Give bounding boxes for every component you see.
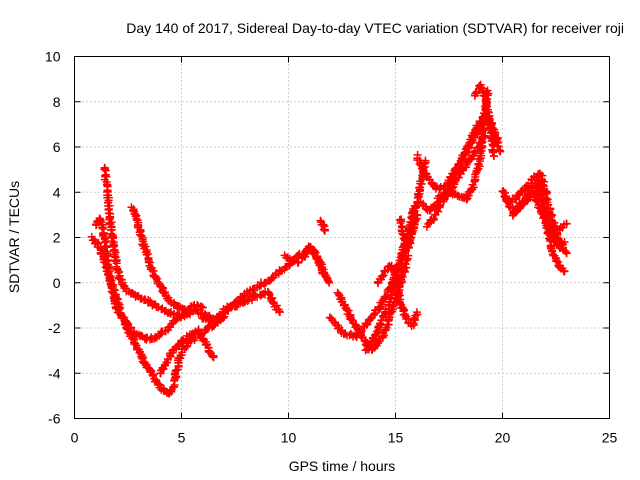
data-point [137,231,146,240]
grid [74,56,610,419]
y-axis-label: SDTVAR / TECUs [6,181,22,293]
data-point [381,325,390,334]
data-point [381,292,390,301]
data-point [320,226,329,235]
y-tick-label: -4 [48,365,61,381]
data-point [494,138,503,147]
y-tick-label: 0 [53,275,61,291]
series-track-8 [280,242,327,278]
series-track-5 [156,325,218,378]
data-point [354,325,363,334]
data-point [151,273,160,282]
data-point [560,238,569,247]
data-point [398,229,407,238]
data-point [319,225,328,234]
data-point [123,318,132,327]
y-tick-label: 8 [53,94,61,110]
data-point [120,313,129,322]
x-tick-label: 25 [602,430,618,446]
data-point [107,287,116,296]
chart-title: Day 140 of 2017, Sidereal Day-to-day VTE… [126,20,624,36]
data-point [318,269,327,278]
data-point [197,302,206,311]
data-point [96,216,105,225]
data-point [532,196,541,205]
data-point [344,306,353,315]
data-point [562,219,571,228]
data-point [488,147,497,156]
data-point [546,226,555,235]
series-track-13 [373,261,422,331]
data-point [209,353,218,362]
data-point [405,243,414,252]
data-point [378,272,387,281]
data-marks [87,80,571,398]
data-point [363,320,372,329]
data-point [402,263,411,272]
data-point [486,120,495,129]
x-tick-label: 0 [71,430,79,446]
data-point [453,191,462,200]
y-tick-label: -2 [48,320,61,336]
data-point [547,246,556,255]
data-point [562,249,571,258]
data-point [411,211,420,220]
axes: 0 5 10 15 20 25 -6 -4 -2 0 2 4 6 8 10 [45,49,618,446]
data-point [560,267,569,276]
y-tick-label: -6 [48,411,61,427]
data-point [153,379,162,388]
data-point [325,278,334,287]
data-point [379,271,388,280]
data-point [499,187,508,196]
series-track-4 [127,203,207,316]
data-point [194,325,203,334]
data-point [480,92,489,101]
data-point [165,308,174,317]
y-tick-label: 6 [53,139,61,155]
x-tick-label: 5 [178,430,186,446]
x-axis-label: GPS time / hours [289,458,396,474]
series-track-7 [198,287,284,327]
data-point [97,223,106,232]
data-point [471,170,480,179]
x-tick-label: 10 [281,430,297,446]
data-point [275,308,284,317]
data-point [255,282,264,291]
data-point [310,246,319,255]
x-tick-label: 15 [388,430,404,446]
x-tick-label: 20 [495,430,511,446]
y-tick-label: 2 [53,230,61,246]
series-track-9 [316,216,329,235]
series-track-23 [530,191,571,242]
data-point [205,348,214,357]
data-point [198,303,207,312]
y-tick-label: 10 [45,49,61,65]
data-point [132,214,141,223]
data-point [105,277,114,286]
data-point [489,152,498,161]
data-point [404,251,413,260]
data-point [412,308,421,317]
data-point [496,147,505,156]
y-tick-label: 4 [53,184,61,200]
series-track-19 [470,80,498,161]
